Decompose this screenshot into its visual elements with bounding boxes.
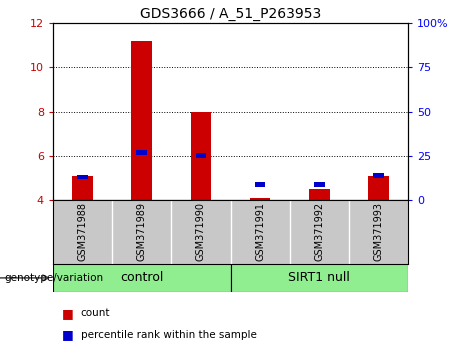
Text: GSM371990: GSM371990 — [196, 202, 206, 261]
Bar — [72, 176, 93, 200]
Bar — [255, 182, 266, 187]
Bar — [230, 264, 408, 292]
Bar — [190, 112, 211, 200]
Bar — [250, 198, 271, 200]
Bar — [53, 264, 230, 292]
Text: GSM371988: GSM371988 — [77, 202, 88, 261]
Text: count: count — [81, 308, 110, 318]
Text: ■: ■ — [62, 328, 74, 341]
Bar — [368, 176, 389, 200]
Text: percentile rank within the sample: percentile rank within the sample — [81, 330, 257, 339]
Bar — [309, 189, 330, 200]
Text: genotype/variation: genotype/variation — [5, 273, 104, 283]
Text: GSM371992: GSM371992 — [314, 202, 324, 262]
Bar — [77, 175, 88, 179]
Text: GSM371991: GSM371991 — [255, 202, 265, 261]
Title: GDS3666 / A_51_P263953: GDS3666 / A_51_P263953 — [140, 7, 321, 21]
Bar — [373, 173, 384, 178]
Text: SIRT1 null: SIRT1 null — [288, 272, 350, 284]
Text: control: control — [120, 272, 164, 284]
Text: GSM371989: GSM371989 — [137, 202, 147, 261]
Bar — [314, 182, 325, 187]
Bar — [131, 41, 152, 200]
Text: GSM371993: GSM371993 — [373, 202, 384, 261]
Bar — [136, 150, 147, 155]
Text: ■: ■ — [62, 307, 74, 320]
Bar — [195, 153, 206, 158]
